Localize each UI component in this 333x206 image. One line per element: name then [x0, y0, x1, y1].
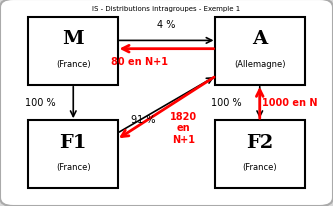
Text: M: M	[63, 30, 84, 48]
Text: IS - Distributions intragroupes - Exemple 1: IS - Distributions intragroupes - Exempl…	[92, 6, 241, 12]
Text: (Allemagne): (Allemagne)	[234, 59, 285, 68]
Text: 1000 en N: 1000 en N	[262, 98, 317, 108]
Text: 1820
en
N+1: 1820 en N+1	[169, 111, 197, 144]
Text: 91 %: 91 %	[131, 115, 156, 124]
FancyBboxPatch shape	[28, 121, 118, 188]
Text: 80 en N+1: 80 en N+1	[111, 57, 168, 67]
Text: (France): (France)	[56, 59, 91, 68]
FancyBboxPatch shape	[215, 121, 305, 188]
Text: F1: F1	[60, 133, 87, 151]
Text: (France): (France)	[56, 162, 91, 171]
FancyBboxPatch shape	[28, 18, 118, 85]
Text: A: A	[252, 30, 267, 48]
Text: 4 %: 4 %	[157, 20, 176, 30]
Text: 100 %: 100 %	[211, 98, 242, 108]
FancyBboxPatch shape	[215, 18, 305, 85]
Text: (France): (France)	[242, 162, 277, 171]
Text: 100 %: 100 %	[25, 98, 55, 108]
Text: F2: F2	[246, 133, 273, 151]
